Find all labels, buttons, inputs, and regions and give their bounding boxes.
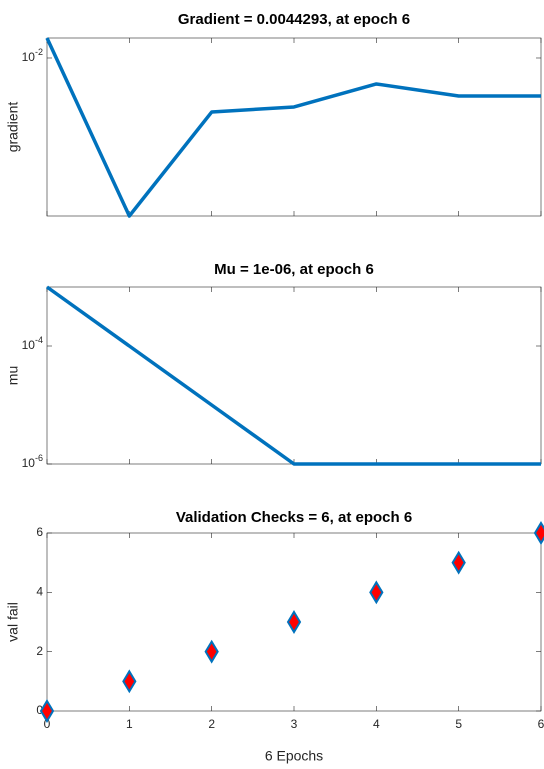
data-point [533,521,544,545]
data-point [204,639,219,664]
y-tick-label: 0 [36,703,43,717]
y-tick-label: 10-2 [22,47,43,64]
data-line [45,285,541,466]
chart-title: Mu = 1e-06, at epoch 6 [214,261,374,278]
y-axis-label: gradient [5,102,21,153]
x-tick-label: 1 [126,717,133,731]
x-tick-label: 3 [291,717,298,731]
data-point [39,699,55,723]
data-point [451,550,466,575]
x-tick-label: 6 [538,717,544,731]
y-tick-label: 2 [36,644,43,658]
plot-area [46,37,542,217]
y-axis-label: mu [5,366,21,385]
y-tick-label: 4 [36,585,43,599]
plot-area [46,286,542,465]
data-point [122,669,137,694]
x-tick-label: 4 [373,717,380,731]
y-tick-label: 6 [36,525,43,539]
y-tick-label: 10-6 [22,453,43,470]
x-tick-label: 5 [455,717,462,731]
x-tick-label: 0 [44,717,51,731]
x-axis-label: 6 Epochs [265,748,323,764]
y-tick-label: 10-4 [22,335,43,352]
x-tick-label: 2 [208,717,215,731]
data-point [369,580,384,605]
chart-title: Validation Checks = 6, at epoch 6 [176,509,412,526]
data-line [45,37,542,218]
data-point [286,610,302,634]
chart-title: Gradient = 0.0044293, at epoch 6 [178,11,410,28]
y-axis-label: val fail [5,602,21,642]
